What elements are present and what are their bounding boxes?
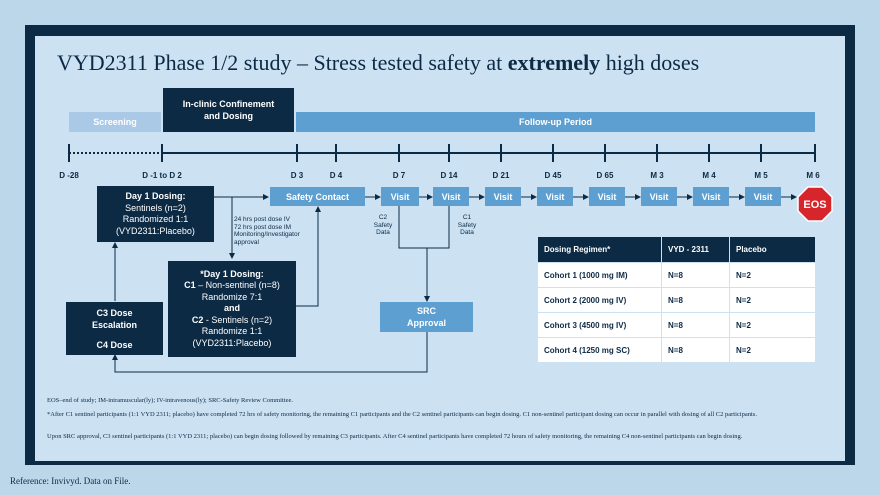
- followup-phase: Follow-up Period: [296, 112, 815, 132]
- timeline-ticks: [68, 144, 816, 162]
- table-cell: N=8: [661, 337, 730, 363]
- footnote-abbreviations: EOS–end of study; IM-intramuscular(ly); …: [47, 397, 293, 404]
- table-header: Dosing Regimen*: [537, 236, 662, 263]
- table-cell: N=2: [729, 337, 816, 363]
- visit-box: Visit: [485, 187, 521, 206]
- c3-escalation-box: C3 Dose Escalation C4 Dose: [66, 302, 163, 355]
- tick-label: D 14: [440, 171, 458, 180]
- table-cell: N=2: [729, 287, 816, 313]
- tick-label: M 3: [650, 171, 664, 180]
- monitoring-note: 24 hrs post dose IV 72 hrs post dose IM Mo…: [234, 216, 300, 246]
- visit-box: Visit: [537, 187, 573, 206]
- tick-label: D 21: [492, 171, 510, 180]
- table-row: Cohort 4 (1250 mg SC) N=8 N=2: [537, 337, 816, 363]
- visit-box: Visit: [641, 187, 677, 206]
- table-cell: N=8: [661, 312, 730, 338]
- tick-label: D -1 to D 2: [142, 171, 182, 180]
- footnote-src: Upon SRC approval, C3 sentinel participa…: [47, 433, 743, 440]
- tick-label: M 4: [702, 171, 716, 180]
- table-header-row: Dosing Regimen* VYD - 2311 Placebo: [537, 236, 816, 263]
- table-cell: N=2: [729, 262, 816, 288]
- tick-label: M 6: [806, 171, 820, 180]
- tick-label: M 5: [754, 171, 768, 180]
- table-cell: N=2: [729, 312, 816, 338]
- reference-text: Reference: Invivyd. Data on File.: [10, 476, 131, 486]
- visit-box: Visit: [381, 187, 419, 206]
- tick-label: D -28: [59, 171, 79, 180]
- table-cell: Cohort 2 (2000 mg IV): [537, 287, 662, 313]
- table-cell: Cohort 3 (4500 mg IV): [537, 312, 662, 338]
- table-header: VYD - 2311: [661, 236, 730, 263]
- visit-box: Visit: [433, 187, 469, 206]
- tick-label: D 65: [596, 171, 614, 180]
- tick-label: D 3: [290, 171, 304, 180]
- visit-box: Visit: [589, 187, 625, 206]
- table-cell: N=8: [661, 287, 730, 313]
- confinement-phase: In-clinic Confinement and Dosing: [163, 88, 294, 132]
- tick-label: D 7: [392, 171, 406, 180]
- visit-box: Visit: [693, 187, 729, 206]
- dosing-table: Dosing Regimen* VYD - 2311 Placebo Cohor…: [537, 236, 816, 363]
- slide-title: VYD2311 Phase 1/2 study – Stress tested …: [57, 50, 700, 75]
- table-row: Cohort 1 (1000 mg IM) N=8 N=2: [537, 262, 816, 288]
- src-approval-box: SRC Approval: [380, 302, 473, 332]
- table-row: Cohort 3 (4500 mg IV) N=8 N=2: [537, 312, 816, 338]
- table-cell: Cohort 4 (1250 mg SC): [537, 337, 662, 363]
- table-row: Cohort 2 (2000 mg IV) N=8 N=2: [537, 287, 816, 313]
- eos-label: EOS: [803, 199, 826, 211]
- eos-stop-icon: EOS: [797, 186, 833, 222]
- footnote-dosing: *After C1 sentinel participants (1:1 VYD…: [47, 411, 757, 418]
- table-header: Placebo: [729, 236, 816, 263]
- day1-cohort-dosing-box: *Day 1 Dosing: C1 – Non-sentinel (n=8) R…: [168, 261, 296, 357]
- c2-safety-note: C2 Safety Data: [373, 214, 393, 236]
- c1-safety-note: C1 Safety Data: [457, 214, 477, 236]
- tick-label: D 4: [329, 171, 343, 180]
- tick-label: D 45: [544, 171, 562, 180]
- visit-box: Visit: [745, 187, 781, 206]
- table-cell: Cohort 1 (1000 mg IM): [537, 262, 662, 288]
- safety-contact-box: Safety Contact: [270, 187, 365, 206]
- table-cell: N=8: [661, 262, 730, 288]
- day1-dosing-box: Day 1 Dosing: Sentinels (n=2) Randomized…: [97, 186, 214, 242]
- screening-phase: Screening: [69, 112, 161, 132]
